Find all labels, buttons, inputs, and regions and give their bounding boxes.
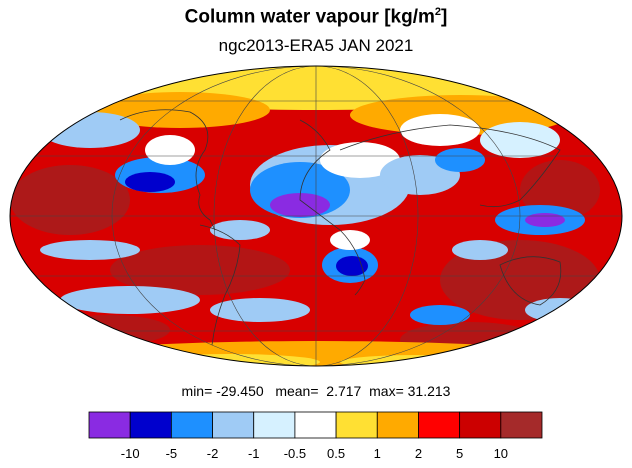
coastline-australia (499, 256, 562, 306)
min-label: min= (181, 383, 213, 399)
field-patch (145, 135, 195, 165)
field-patch (60, 286, 200, 314)
max-label: max= (369, 383, 404, 399)
field-patch (410, 305, 470, 325)
coastline-asia (339, 124, 561, 208)
colorbar-boxes (88, 411, 543, 439)
colorbar-tick-label: 1 (374, 446, 381, 461)
colorbar-tick-label: 0.5 (327, 446, 345, 461)
colorbar-tick-label: -1 (248, 446, 260, 461)
mean-value: 2.717 (326, 383, 362, 399)
colorbar-tick-label: -10 (121, 446, 140, 461)
field-patch (400, 114, 480, 146)
coastline-north-america (119, 109, 216, 231)
coastline-south-america (199, 224, 241, 346)
colorbar-tick-label: -5 (166, 446, 178, 461)
min-value: -29.450 (216, 383, 264, 399)
colorbar-box (170, 411, 213, 439)
globe-outline (9, 65, 623, 367)
field-patch (110, 245, 290, 295)
colorbar-box (212, 411, 255, 439)
colorbar-box (376, 411, 419, 439)
colorbar-tick-label: -2 (207, 446, 219, 461)
mean-label: mean= (275, 383, 319, 399)
colorbar-tick-label: 5 (456, 446, 463, 461)
field-patch (210, 220, 270, 240)
colorbar-box (500, 411, 543, 439)
colorbar-labels: -10 -5 -2 -1 -0.5 0.5 1 2 5 10 (121, 446, 508, 461)
colorbar-tick-label: -0.5 (284, 446, 306, 461)
statistics-line: min= -29.450 mean= 2.717 max= 31.213 (0, 383, 632, 399)
field-patch (452, 240, 508, 260)
field-patch (210, 298, 310, 322)
plot-title: Column water vapour [kg/m2] (0, 6, 632, 28)
field-patch (10, 165, 130, 235)
colorbar-tick-label: 2 (415, 446, 422, 461)
title-suffix: ] (441, 6, 448, 28)
field-patch (125, 172, 175, 192)
colorbar-box (335, 411, 378, 439)
max-value: 31.213 (407, 383, 451, 399)
colorbar-box (459, 411, 502, 439)
colorbar-box (88, 411, 131, 439)
colorbar-tick-label: 10 (494, 446, 508, 461)
field-patch (40, 240, 140, 260)
field-patch (525, 213, 565, 227)
plot-subtitle: ngc2013-ERA5 JAN 2021 (218, 36, 414, 55)
coastline-europe-africa (299, 119, 366, 296)
colorbar-box (418, 411, 461, 439)
title-superscript: 2 (434, 6, 441, 18)
field-patch (330, 230, 370, 250)
title-text: Column water vapour [kg/m (184, 6, 435, 28)
field-patch (435, 148, 485, 172)
colorbar-box (129, 411, 172, 439)
coastlines (119, 109, 562, 346)
colorbar-box (294, 411, 337, 439)
field-patch (320, 142, 400, 178)
colorbar-box (253, 411, 296, 439)
